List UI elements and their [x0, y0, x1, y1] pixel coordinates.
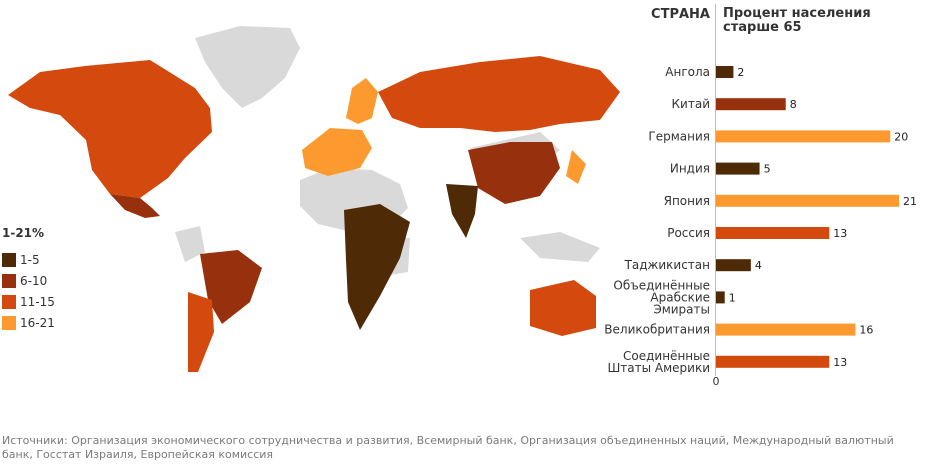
brazil — [200, 250, 262, 324]
legend-item: 11-15 — [2, 291, 82, 312]
bar — [716, 130, 891, 143]
bar-value-label: 5 — [764, 163, 771, 176]
bar-value-label: 16 — [859, 324, 873, 337]
category-label-line: Япония — [664, 194, 710, 208]
bar-value-label: 2 — [737, 66, 744, 79]
china — [468, 142, 560, 204]
category-label-line: Ангола — [665, 65, 710, 79]
bar — [716, 259, 751, 272]
greenland — [195, 26, 300, 108]
category-label: Россия — [667, 226, 710, 240]
data-regions — [8, 56, 620, 372]
category-label-line: Объединённые — [613, 278, 710, 292]
bar-value-label: 1 — [729, 291, 736, 304]
category-label-line: Таджикистан — [624, 258, 710, 272]
japan — [566, 150, 586, 184]
category-label-line: Индия — [670, 162, 710, 176]
category-label-line: Штаты Америки — [607, 361, 710, 375]
legend-label: 1-5 — [20, 252, 40, 267]
country-column-header: СТРАНА — [651, 7, 710, 22]
bar — [716, 98, 786, 111]
legend-swatch — [2, 273, 16, 288]
legend-label: 16-21 — [20, 315, 55, 330]
axis-line — [715, 4, 716, 376]
category-label-line: Арабские — [650, 290, 710, 304]
category-label-line: Германия — [648, 129, 710, 143]
category-label-line: Великобритания — [604, 323, 710, 337]
central-africa — [344, 204, 410, 330]
legend-item: 16-21 — [2, 312, 82, 333]
legend-items: 1-5 6-10 11-15 16-21 — [2, 249, 82, 333]
scandinavia — [346, 78, 378, 124]
bar — [716, 162, 760, 175]
bar-value-label: 13 — [833, 356, 847, 369]
category-label-line: Соединённые — [623, 349, 710, 363]
bar — [716, 291, 725, 304]
australia — [530, 280, 596, 336]
bar-chart: 2 Ангола 8 Китай 20 Германия 5 Индия 21 Япония 13 Р… — [604, 65, 917, 375]
argentina — [188, 292, 214, 372]
bar-chart-svg: 2 Ангола 8 Китай 20 Германия 5 Индия 21 Япония 13 Р… — [604, 65, 917, 375]
north-america — [8, 60, 212, 198]
india — [446, 184, 478, 238]
category-label: Таджикистан — [624, 258, 710, 272]
category-label: Индия — [670, 162, 710, 176]
andes-gray — [175, 226, 205, 262]
no-data-regions — [175, 26, 600, 276]
value-column-header: Процент населения старше 65 — [723, 6, 871, 35]
category-label-line: Россия — [667, 226, 710, 240]
world-map-svg — [8, 26, 620, 372]
legend-label: 11-15 — [20, 294, 55, 309]
bar — [716, 355, 830, 368]
category-label: Соединённые Штаты Америки — [607, 349, 710, 375]
bar-value-label: 21 — [903, 195, 917, 208]
category-label: Великобритания — [604, 323, 710, 337]
bar-value-label: 4 — [755, 259, 762, 272]
category-label-line: Китай — [672, 97, 710, 111]
category-label: Китай — [672, 97, 710, 111]
legend-swatch — [2, 252, 16, 267]
category-label: Ангола — [665, 65, 710, 79]
category-label: Германия — [648, 129, 710, 143]
sources-note: Источники: Организация экономического со… — [2, 434, 894, 461]
russia — [378, 56, 620, 132]
x-tick-label: 0 — [712, 375, 720, 388]
bar — [716, 323, 856, 336]
category-label: Объединённые Арабские Эмираты — [613, 278, 710, 316]
map-legend: 1-21% 1-5 6-10 11-15 16-21 — [2, 226, 82, 333]
europe — [302, 128, 372, 176]
category-label: Япония — [664, 194, 710, 208]
bar — [716, 194, 899, 207]
legend-item: 6-10 — [2, 270, 82, 291]
legend-swatch — [2, 315, 16, 330]
bar-value-label: 13 — [833, 227, 847, 240]
legend-swatch — [2, 294, 16, 309]
mexico — [110, 194, 160, 218]
category-label-line: Эмираты — [653, 302, 710, 316]
legend-title: 1-21% — [2, 226, 45, 240]
se-asia-gray — [520, 232, 600, 262]
legend-item: 1-5 — [2, 249, 82, 270]
bar — [716, 227, 830, 239]
world-map — [8, 26, 620, 372]
bar-value-label: 20 — [894, 130, 908, 143]
legend-label: 6-10 — [20, 273, 48, 288]
bar — [716, 66, 734, 78]
bar-value-label: 8 — [790, 98, 797, 111]
